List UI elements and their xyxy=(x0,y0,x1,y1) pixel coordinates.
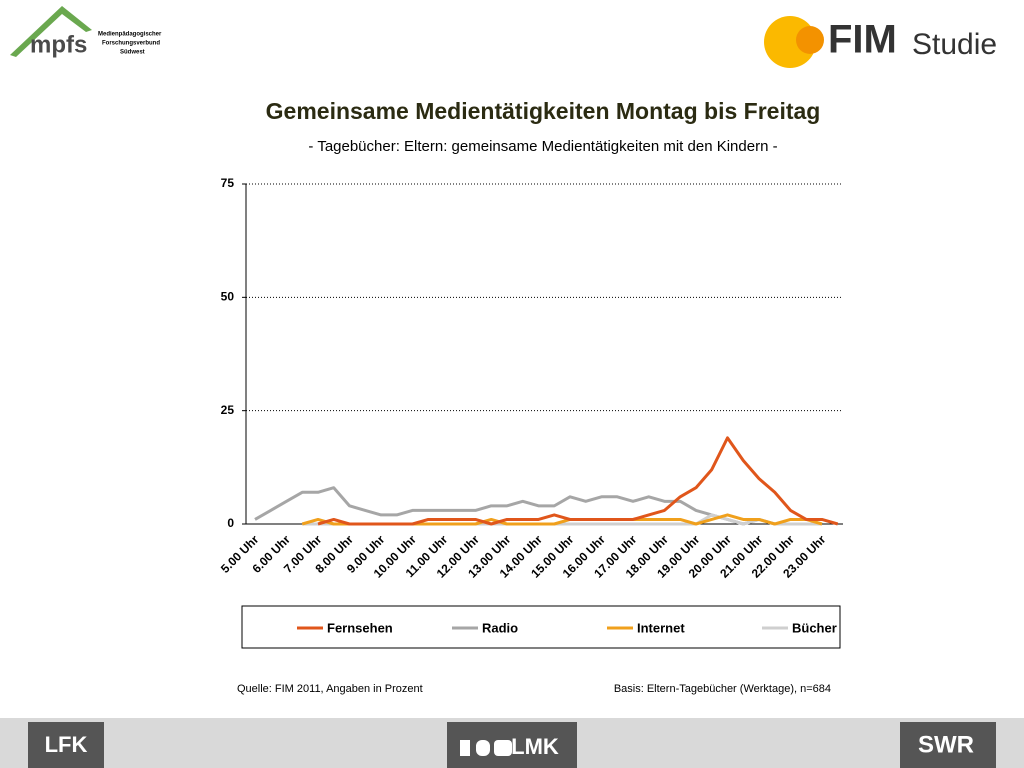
legend-label: Bücher xyxy=(792,620,837,635)
mpfs-roof xyxy=(10,6,92,57)
chart-subtitle: - Tagebücher: Eltern: gemeinsame Medient… xyxy=(308,138,777,155)
studie-text: Studie xyxy=(912,28,997,61)
mpfs-text: mpfs xyxy=(30,31,87,58)
legend-box xyxy=(241,605,841,649)
y-tick-label: 25 xyxy=(221,403,235,417)
series-line xyxy=(317,436,839,526)
y-tick-label: 50 xyxy=(221,290,235,304)
fim-text: FIM xyxy=(828,18,897,62)
lmk-icon xyxy=(460,740,470,756)
lmk-logo: LMK xyxy=(511,734,559,759)
legend-label: Internet xyxy=(637,620,685,635)
footer-logo-bg xyxy=(28,722,104,768)
lmk-icon xyxy=(476,740,490,756)
y-tick-label: 0 xyxy=(227,516,234,530)
source-note: Quelle: FIM 2011, Angaben in Prozent xyxy=(237,683,423,695)
lmk-icon xyxy=(494,740,512,756)
legend-label: Fernsehen xyxy=(327,620,393,635)
footer-logo-bg xyxy=(900,722,996,768)
lfk-logo: LFK xyxy=(45,732,88,757)
y-tick-label: 75 xyxy=(221,176,235,190)
basis-note: Basis: Eltern-Tagebücher (Werktage), n=6… xyxy=(614,683,831,695)
series-line xyxy=(254,486,791,526)
mpfs-line: Südwest xyxy=(120,50,145,56)
chart-title: Gemeinsame Medientätigkeiten Montag bis … xyxy=(266,98,821,124)
fim-circle xyxy=(796,26,824,54)
legend-label: Radio xyxy=(482,620,518,635)
swr-logo: SWR xyxy=(918,731,974,758)
mpfs-line: Forschungsverbund xyxy=(102,41,160,47)
mpfs-line: Medienpädagogischer xyxy=(98,32,162,38)
